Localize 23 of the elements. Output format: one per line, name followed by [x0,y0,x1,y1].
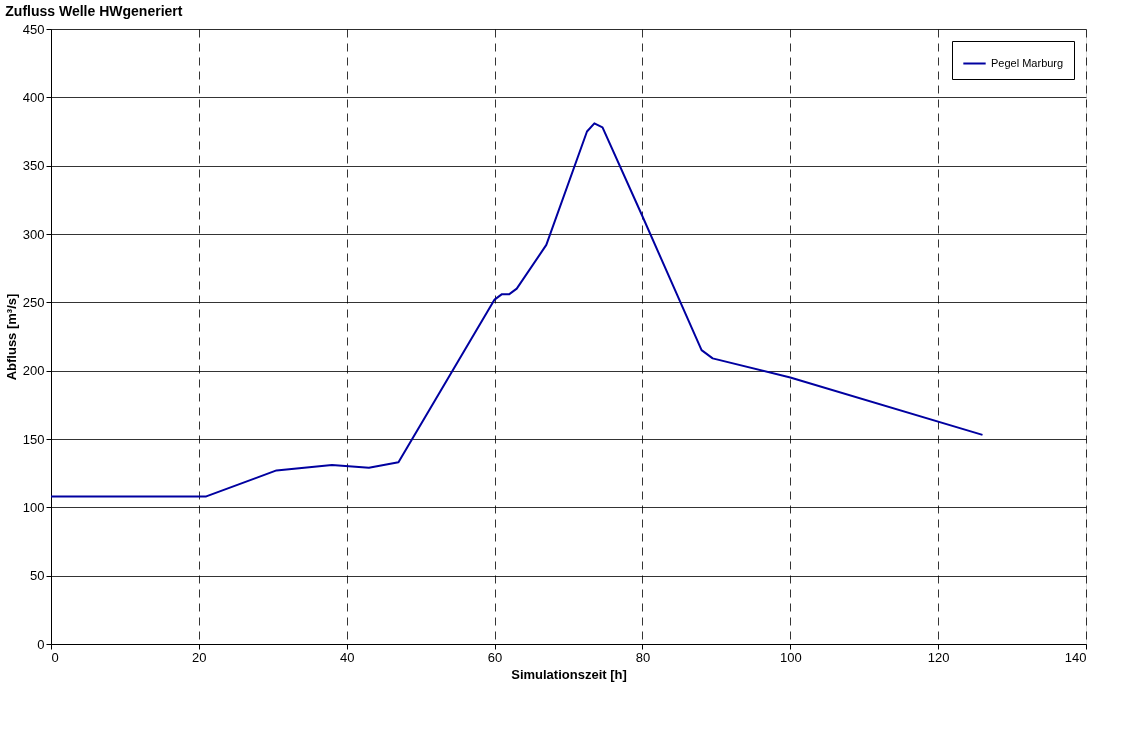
x-tick-label: 100 [779,649,802,665]
y-tick-label: 0 [37,636,45,652]
y-axis-title: Abfluss [m³/s] [3,293,19,381]
y-tick-label: 250 [22,294,45,310]
y-tick-label: 300 [22,226,45,242]
line-series [50,122,984,498]
x-tick-label: 80 [635,649,651,665]
x-tick-label: 60 [487,649,503,665]
x-tick-label: 40 [339,649,355,665]
y-tick-label: 350 [22,158,45,174]
y-tick-label: 100 [22,499,45,515]
y-tick-label: 200 [22,363,45,379]
y-tick-label: 450 [22,21,45,37]
chart-title: Zufluss Welle HWgeneriert [5,3,183,19]
x-tick-label: 140 [1064,649,1087,665]
y-tick-label: 150 [22,431,45,447]
x-tick-label: 20 [192,649,207,665]
x-axis-title: Simulationszeit [h] [511,666,627,682]
y-tick-label: 50 [30,568,45,584]
y-tick-label: 400 [22,89,45,105]
legend-label: Pegel Marburg [991,56,1064,69]
x-tick-label: 120 [927,649,950,665]
x-tick-label: 0 [51,649,59,665]
